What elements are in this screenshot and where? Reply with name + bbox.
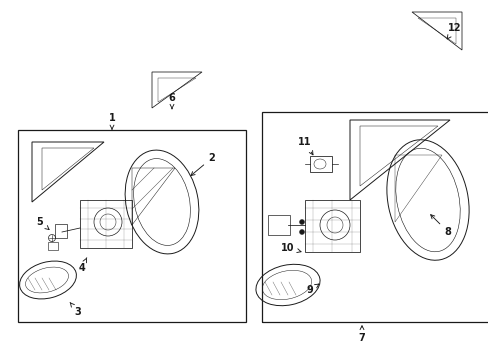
Ellipse shape [299, 220, 304, 225]
Bar [18, 130, 245, 322]
Bar [262, 112, 488, 322]
Bar [267, 215, 289, 235]
Bar [80, 200, 132, 248]
Ellipse shape [299, 230, 304, 234]
Text: 4: 4 [79, 258, 86, 273]
Bar [48, 242, 58, 250]
Text: 10: 10 [281, 243, 301, 253]
Bar [305, 200, 359, 252]
Text: 9: 9 [306, 284, 318, 295]
Text: 7: 7 [358, 326, 365, 343]
Text: 5: 5 [37, 217, 49, 230]
Text: 11: 11 [298, 137, 312, 155]
Text: 8: 8 [430, 215, 450, 237]
Text: 6: 6 [168, 93, 175, 109]
Text: 1: 1 [108, 113, 115, 129]
Text: 3: 3 [70, 302, 81, 317]
Text: 12: 12 [447, 23, 461, 39]
Bar [309, 156, 331, 172]
Bar [55, 224, 67, 238]
Text: 2: 2 [190, 153, 215, 176]
